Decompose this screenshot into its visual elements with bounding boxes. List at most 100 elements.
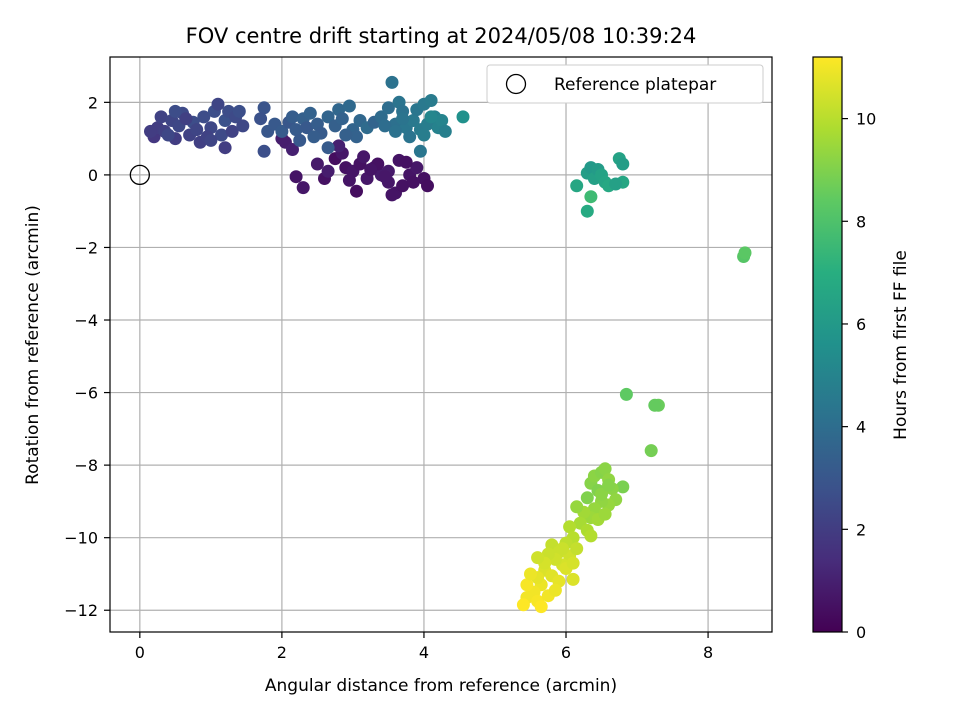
y-tick-label: −8 — [74, 456, 98, 475]
data-point — [310, 157, 324, 171]
x-tick-label: 4 — [419, 643, 429, 662]
data-point — [350, 130, 363, 144]
data-point — [566, 572, 580, 586]
data-point — [424, 94, 438, 107]
data-point — [738, 246, 752, 260]
plot-frame — [109, 56, 773, 633]
data-point — [215, 128, 228, 142]
data-point — [289, 170, 303, 184]
data-point — [350, 184, 363, 198]
data-point — [396, 179, 410, 193]
data-point — [154, 110, 168, 124]
data-point — [254, 112, 268, 126]
x-axis-ticks: 0 2 4 6 8 — [135, 632, 713, 662]
reference-marker-layer — [129, 164, 150, 186]
data-point — [257, 144, 271, 158]
data-point — [236, 119, 250, 133]
data-point — [531, 551, 545, 565]
data-point — [598, 462, 612, 476]
data-point — [293, 133, 307, 147]
data-point — [168, 104, 182, 118]
data-point — [403, 130, 417, 144]
y-tick-label: −4 — [74, 311, 98, 330]
data-point — [204, 133, 218, 147]
x-tick-label: 2 — [277, 643, 287, 662]
data-point — [399, 155, 413, 169]
y-tick-label: −12 — [64, 601, 98, 620]
data-point — [424, 110, 438, 124]
data-point — [438, 124, 452, 138]
data-point — [300, 121, 314, 135]
colorbar-gradient — [812, 56, 843, 633]
data-point — [644, 444, 658, 458]
y-tick-label: −10 — [64, 529, 98, 548]
data-point — [534, 600, 548, 614]
y-tick-label: 2 — [88, 93, 98, 112]
data-point — [211, 97, 225, 111]
data-point — [602, 478, 616, 492]
data-points — [144, 75, 752, 614]
colorbar-tick-label: 6 — [856, 315, 866, 334]
data-point — [296, 181, 310, 195]
legend: Reference platepar — [486, 64, 764, 104]
reference-platepar-marker — [129, 164, 150, 186]
data-point — [321, 110, 335, 124]
data-point — [556, 542, 569, 556]
data-point — [595, 487, 608, 501]
data-point — [144, 124, 157, 138]
y-axis-ticks: 2 0 −2 −4 −6 −8 −10 −12 — [64, 93, 110, 620]
data-point — [396, 112, 410, 126]
data-point — [389, 124, 402, 138]
data-point — [406, 175, 420, 189]
y-tick-label: −6 — [74, 384, 98, 403]
colorbar-tick-label: 2 — [856, 520, 866, 539]
data-point — [275, 124, 289, 138]
colorbar-tick-label: 0 — [856, 623, 866, 642]
y-tick-label: 0 — [88, 166, 98, 185]
colorbar-tick-label: 10 — [856, 110, 876, 129]
data-point — [332, 139, 346, 153]
data-point — [406, 114, 420, 127]
data-point — [342, 173, 356, 187]
data-point — [378, 170, 392, 184]
data-point — [566, 556, 580, 570]
colorbar-tick-label: 8 — [856, 212, 866, 231]
data-point — [616, 157, 630, 171]
data-point — [307, 130, 321, 144]
data-point — [580, 491, 594, 505]
legend-entry-label: Reference platepar — [554, 75, 716, 95]
data-point — [580, 204, 594, 218]
colorbar-label: Hours from first FF file — [891, 250, 911, 440]
data-point — [609, 177, 623, 191]
data-point — [584, 529, 598, 543]
data-point — [289, 123, 303, 137]
legend-box — [486, 64, 764, 104]
data-point — [335, 112, 349, 126]
data-point — [321, 164, 335, 178]
y-tick-label: −2 — [74, 238, 98, 257]
data-point — [421, 179, 434, 193]
colorbar-tick-label: 4 — [856, 418, 866, 437]
data-point — [616, 480, 630, 494]
data-point — [516, 598, 530, 612]
data-point — [417, 128, 431, 142]
data-point — [321, 141, 335, 155]
data-point — [520, 578, 534, 592]
data-point — [570, 500, 584, 514]
x-axis-label: Angular distance from reference (arcmin) — [265, 676, 617, 696]
data-point — [197, 110, 211, 124]
data-point — [339, 128, 353, 142]
data-point — [257, 101, 271, 115]
data-point — [232, 104, 246, 118]
x-tick-label: 6 — [561, 643, 571, 662]
data-point — [179, 112, 193, 126]
data-point — [570, 542, 584, 556]
colorbar-ticks: 0 2 4 6 8 10 — [842, 110, 876, 642]
data-point — [524, 567, 537, 581]
colorbar: 0 2 4 6 8 10 Hours from first FF file — [812, 56, 911, 642]
data-point — [385, 75, 399, 89]
data-point — [225, 124, 239, 138]
data-point — [456, 110, 470, 124]
data-point — [218, 141, 232, 155]
